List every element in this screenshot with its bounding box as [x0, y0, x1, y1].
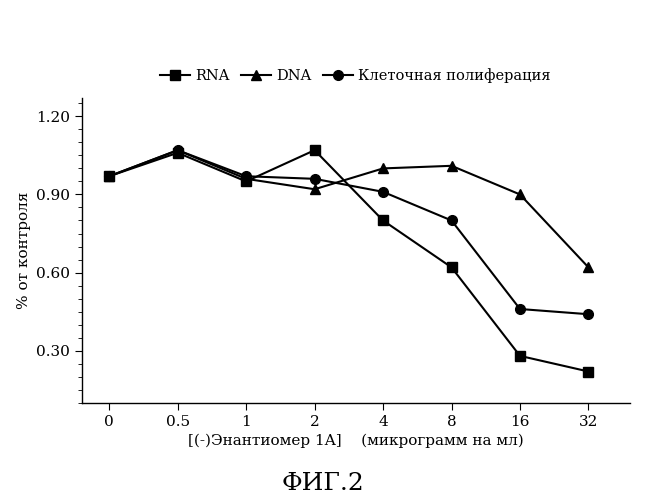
- Клеточная полиферация: [174, 147, 182, 153]
- DNA: [379, 166, 387, 172]
- Line: RNA: RNA: [105, 146, 593, 376]
- DNA: [242, 176, 250, 182]
- Клеточная полиферация: [516, 306, 524, 312]
- DNA: [516, 192, 524, 198]
- RNA: [516, 353, 524, 359]
- Line: DNA: DNA: [105, 146, 593, 272]
- Line: Клеточная полиферация: Клеточная полиферация: [105, 146, 593, 319]
- Клеточная полиферация: [105, 173, 113, 179]
- Клеточная полиферация: [585, 311, 592, 317]
- DNA: [448, 163, 455, 169]
- Клеточная полиферация: [311, 176, 318, 182]
- Клеточная полиферация: [379, 189, 387, 195]
- RNA: [311, 147, 318, 153]
- DNA: [105, 173, 113, 179]
- Legend: RNA, DNA, Клеточная полиферация: RNA, DNA, Клеточная полиферация: [154, 63, 557, 90]
- DNA: [585, 264, 592, 270]
- Клеточная полиферация: [242, 173, 250, 179]
- Text: ФИГ.2: ФИГ.2: [282, 472, 364, 495]
- RNA: [585, 368, 592, 374]
- Клеточная полиферация: [448, 218, 455, 224]
- RNA: [242, 178, 250, 184]
- RNA: [174, 150, 182, 156]
- RNA: [105, 173, 113, 179]
- RNA: [448, 264, 455, 270]
- X-axis label: [(-)Энантиомер 1A]    (микрограмм на мл): [(-)Энантиомер 1A] (микрограмм на мл): [188, 434, 523, 448]
- RNA: [379, 218, 387, 224]
- DNA: [311, 186, 318, 192]
- DNA: [174, 147, 182, 153]
- Y-axis label: % от контроля: % от контроля: [17, 192, 30, 309]
